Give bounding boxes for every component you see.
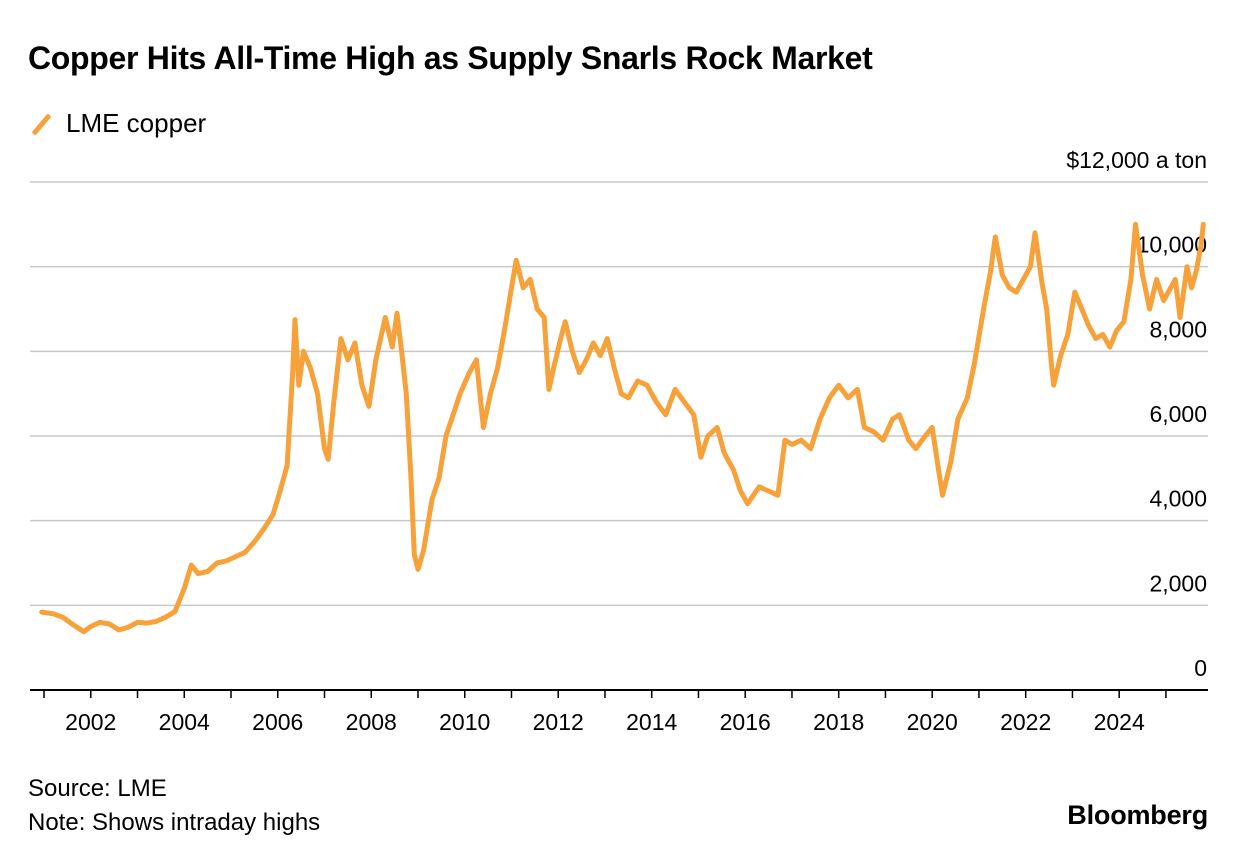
y-tick-label: 4,000 [1149,486,1207,512]
source-note: Source: LME Note: Shows intraday highs [28,772,320,840]
x-tick-label: 2010 [439,709,490,735]
x-tick-label: 2016 [720,709,771,735]
y-tick-label: 0 [1194,655,1207,681]
legend-line-icon [30,111,50,137]
x-tick-label: 2018 [813,709,864,735]
source-text: Source: LME [28,775,167,802]
y-tick-label: 8,000 [1149,316,1207,342]
note-text: Note: Shows intraday highs [28,809,321,836]
x-tick-label: 2008 [346,709,397,735]
line-chart: 0 2,000 4,000 6,000 8,000 10,000 $12,000 a ton… [30,147,1208,735]
x-tick-label: 2002 [65,709,116,735]
y-tick-label: 6,000 [1149,401,1207,427]
y-tick-label: 2,000 [1149,570,1207,596]
x-tick-label: 2012 [533,709,584,735]
x-tick-label: 2006 [252,709,303,735]
chart-title: Copper Hits All-Time High as Supply Snar… [28,40,873,76]
x-tick-label: 2024 [1094,709,1145,735]
y-tick-label: $12,000 a ton [1066,147,1207,173]
x-tick-label: 2020 [907,709,958,735]
legend-label: LME copper [66,108,207,138]
bloomberg-logo: Bloomberg [1067,800,1208,830]
x-tick-label: 2014 [626,709,677,735]
x-tick-label: 2004 [159,709,210,735]
legend: LME copper [30,108,206,139]
x-tick-label: 2022 [1000,709,1051,735]
series-line-lme-copper [39,221,1206,635]
y-tick-label: 10,000 [1137,232,1207,258]
